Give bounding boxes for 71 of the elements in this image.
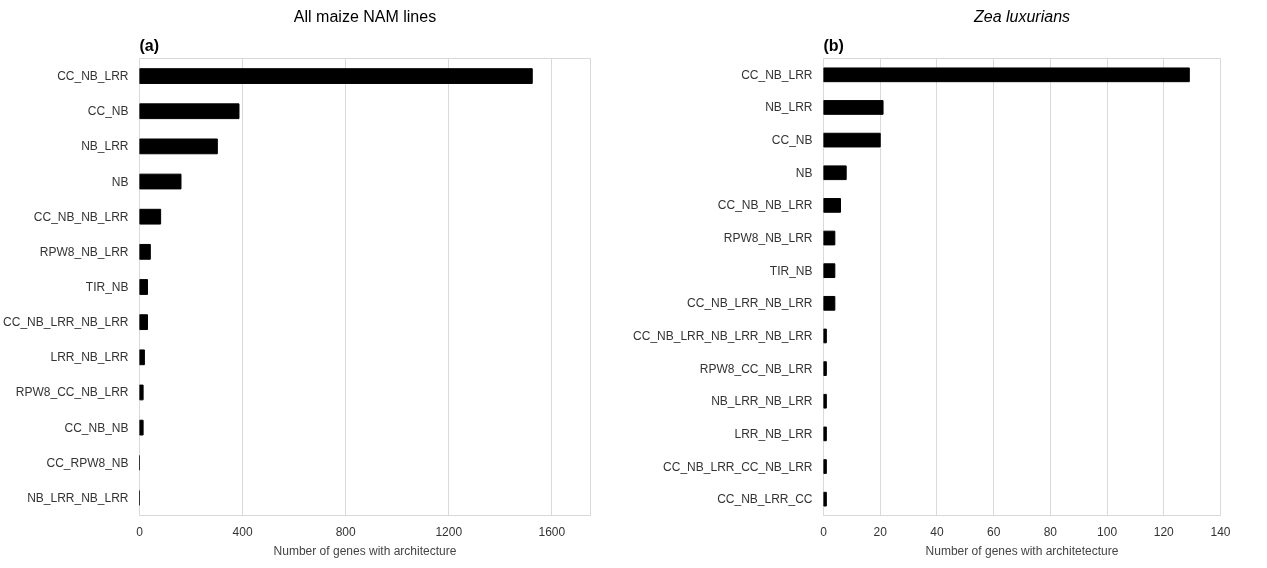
y-tick-label: CC_NB bbox=[87, 104, 129, 119]
x-tick-label: 100 bbox=[1097, 524, 1118, 539]
y-tick-label: CC_NB_LRR_NB_LRR bbox=[687, 296, 813, 311]
bar bbox=[823, 230, 836, 246]
bar bbox=[823, 361, 827, 376]
bar bbox=[823, 491, 827, 507]
y-tick-label: NB bbox=[795, 165, 813, 180]
bar bbox=[139, 138, 218, 155]
x-axis-title: Number of genes with architecture bbox=[273, 543, 457, 558]
y-tick-label: CC_NB bbox=[771, 133, 813, 148]
x-tick-label: 400 bbox=[232, 524, 253, 539]
y-tick-label: NB_LRR bbox=[81, 139, 129, 154]
x-tick-label: 140 bbox=[1210, 524, 1231, 539]
bar bbox=[823, 67, 1190, 83]
chart-title: All maize NAM lines bbox=[293, 7, 437, 25]
bar bbox=[823, 198, 842, 213]
x-tick-label: 0 bbox=[820, 524, 828, 539]
bar bbox=[139, 103, 240, 120]
bar bbox=[139, 243, 151, 260]
x-axis-title: Number of genes with architetecture bbox=[925, 543, 1119, 558]
chart-title: Zea luxurians bbox=[972, 7, 1071, 25]
bar bbox=[823, 132, 881, 148]
bar bbox=[139, 279, 148, 295]
y-tick-label: RPW8_CC_NB_LRR bbox=[699, 361, 813, 376]
bar bbox=[823, 100, 884, 115]
x-tick-label: 1200 bbox=[435, 524, 463, 539]
bar bbox=[139, 68, 533, 84]
y-tick-label: LRR_NB_LRR bbox=[50, 350, 129, 365]
x-tick-label: 120 bbox=[1153, 524, 1175, 539]
y-tick-label: CC_NB_LRR_CC bbox=[717, 492, 813, 507]
bar bbox=[139, 173, 182, 190]
y-tick-label: CC_NB_NB bbox=[64, 420, 129, 435]
y-tick-label: NB bbox=[111, 174, 129, 189]
y-tick-label: CC_NB_NB_LRR bbox=[717, 198, 813, 213]
bar bbox=[823, 393, 827, 409]
bar bbox=[823, 426, 827, 442]
x-tick-label: 20 bbox=[873, 524, 888, 539]
y-tick-label: NB_LRR_NB_LRR bbox=[27, 490, 129, 505]
text: (a) bbox=[139, 36, 160, 54]
y-tick-label: CC_NB_LRR_NB_LRR bbox=[3, 315, 129, 330]
x-tick-label: 40 bbox=[930, 524, 944, 539]
bar bbox=[139, 314, 148, 331]
x-tick-label: 1600 bbox=[538, 524, 566, 539]
bar bbox=[823, 328, 827, 344]
y-tick-label: NB_LRR bbox=[765, 100, 813, 115]
x-tick-label: 80 bbox=[1043, 524, 1058, 539]
y-tick-label: CC_NB_LRR_NB_LRR_NB_LRR bbox=[633, 328, 813, 343]
bar bbox=[139, 349, 145, 366]
y-tick-label: CC_NB_LRR bbox=[741, 67, 813, 82]
bar bbox=[823, 165, 847, 181]
y-tick-label: CC_RPW8_NB bbox=[46, 455, 129, 470]
bar bbox=[139, 419, 144, 436]
y-tick-label: TIR_NB bbox=[769, 263, 813, 278]
bar bbox=[139, 384, 144, 401]
y-tick-label: RPW8_NB_LRR bbox=[723, 231, 813, 246]
y-tick-label: TIR_NB bbox=[85, 280, 129, 294]
bar bbox=[823, 263, 836, 279]
text: (b) bbox=[823, 36, 844, 54]
y-tick-label: LRR_NB_LRR bbox=[734, 426, 813, 441]
x-tick-label: 60 bbox=[986, 524, 1001, 539]
x-tick-label: 800 bbox=[335, 524, 357, 539]
y-tick-label: CC_NB_LRR_CC_NB_LRR bbox=[663, 459, 813, 474]
y-tick-label: CC_NB_NB_LRR bbox=[33, 209, 129, 224]
bar bbox=[139, 208, 162, 225]
y-tick-label: RPW8_NB_LRR bbox=[39, 244, 129, 259]
y-tick-label: CC_NB_LRR bbox=[57, 69, 129, 84]
bar bbox=[823, 459, 827, 474]
bar bbox=[823, 295, 836, 311]
x-tick-label: 0 bbox=[136, 524, 144, 539]
y-tick-label: RPW8_CC_NB_LRR bbox=[15, 385, 129, 400]
y-tick-label: NB_LRR_NB_LRR bbox=[711, 394, 813, 409]
